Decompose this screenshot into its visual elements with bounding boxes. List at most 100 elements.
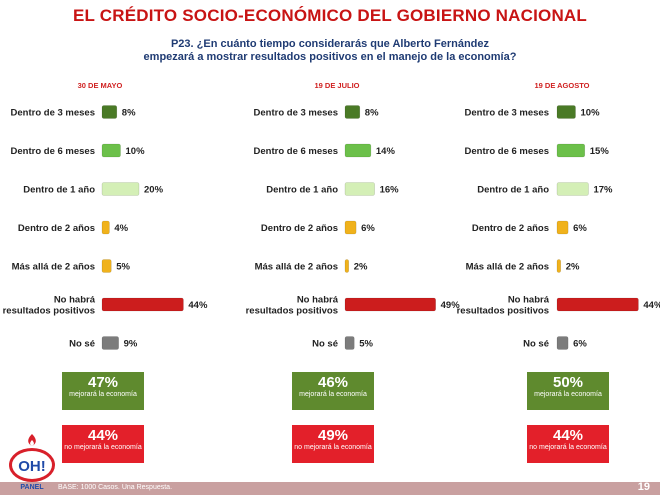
data-label: 6% (361, 223, 375, 234)
data-label: 8% (365, 108, 379, 119)
category-label: Dentro de 3 meses (254, 108, 338, 119)
summary-positive-label: mejorará la economía (534, 391, 602, 398)
summary-positive-august: 50% mejorará la economía (527, 372, 609, 410)
category-label: resultados positivos (246, 306, 338, 317)
bar (344, 297, 436, 312)
category-label: Dentro de 6 meses (11, 146, 95, 157)
data-label: 9% (124, 339, 138, 350)
summary-negative-pct: 44% (552, 427, 584, 444)
category-label: Más allá de 2 años (466, 262, 549, 273)
summary-positive-pct: 46% (317, 374, 349, 391)
summary-negative-july: 49% no mejorará la economía (292, 425, 374, 463)
data-label: 20% (144, 185, 164, 196)
category-label: Más allá de 2 años (255, 262, 338, 273)
data-label: 8% (122, 108, 136, 119)
category-label: resultados positivos (3, 306, 95, 317)
bar (344, 105, 361, 119)
logo-flame-inner-icon (30, 440, 34, 446)
data-label: 10% (581, 108, 601, 119)
period-header-may: 30 DE MAYO (77, 81, 123, 90)
category-label: Dentro de 1 año (23, 185, 95, 196)
bar (556, 297, 639, 312)
data-label: 17% (593, 185, 613, 196)
data-label: 2% (354, 262, 368, 273)
category-label: Dentro de 6 meses (254, 146, 338, 157)
summary-positive-july: 46% mejorará la economía (292, 372, 374, 410)
summary-positive-pct: 50% (552, 374, 584, 391)
category-label: Dentro de 1 año (266, 185, 338, 196)
bar (344, 220, 357, 235)
category-label: Dentro de 2 años (472, 223, 549, 234)
data-label: 6% (573, 339, 587, 350)
footer-base-text: BASE: 1000 Casos. Una Respuesta. (58, 484, 173, 491)
bar (101, 182, 140, 196)
bar (344, 259, 350, 273)
page-title: EL CRÉDITO SOCIO-ECONÓMICO DEL GOBIERNO … (73, 6, 587, 25)
data-label: 44% (188, 300, 208, 311)
bar (101, 259, 112, 273)
category-label: No sé (523, 339, 549, 350)
category-label: Dentro de 2 años (18, 223, 95, 234)
bar (101, 143, 121, 158)
summary-negative-label: no mejorará la economía (529, 444, 607, 451)
bar (344, 336, 355, 350)
category-label: Más allá de 2 años (12, 262, 95, 273)
summary-positive-may: 47% mejorará la economía (62, 372, 144, 410)
category-label: Dentro de 3 meses (465, 108, 549, 119)
data-label: 5% (116, 262, 130, 273)
bar (556, 336, 569, 350)
question-text: P23. ¿En cuánto tiempo considerarás que … (0, 38, 660, 64)
data-label: 2% (566, 262, 580, 273)
category-label: Dentro de 3 meses (11, 108, 95, 119)
category-label: No habrá (297, 295, 339, 306)
summary-negative-label: no mejorará la economía (294, 444, 372, 451)
summary-negative-pct: 44% (87, 427, 119, 444)
logo-sub-text: PANEL (20, 484, 44, 491)
question-line-1: P23. ¿En cuánto tiempo considerarás que … (170, 38, 490, 50)
summary-negative-august: 44% no mejorará la economía (527, 425, 609, 463)
category-label: No sé (69, 339, 95, 350)
bar (556, 220, 569, 235)
logo-badge-inner-icon (12, 451, 52, 479)
summary-positive-pct: 47% (87, 374, 119, 391)
category-label: No sé (312, 339, 338, 350)
logo-main-text: OH! (18, 458, 46, 475)
category-label: Dentro de 2 años (261, 223, 338, 234)
footer-bar (0, 482, 660, 495)
question-line-2: empezará a mostrar resultados positivos … (143, 51, 517, 63)
data-label: 16% (380, 185, 400, 196)
data-label: 44% (643, 300, 660, 311)
bar (101, 105, 118, 119)
category-label: resultados positivos (457, 306, 549, 317)
bar (344, 143, 372, 158)
summary-positive-label: mejorará la economía (299, 391, 367, 398)
page-number: 19 (637, 481, 650, 493)
oh-panel-logo: OH! PANEL (9, 434, 55, 491)
summary-negative-label: no mejorará la economía (64, 444, 142, 451)
bar (556, 182, 589, 196)
summary-positive-label: mejorará la economía (69, 391, 137, 398)
summary-negative-pct: 49% (317, 427, 349, 444)
data-label: 49% (441, 300, 461, 311)
bar (556, 143, 586, 158)
bar (101, 297, 184, 312)
summary-negative-may: 44% no mejorará la economía (62, 425, 144, 463)
bar (101, 336, 119, 350)
data-label: 5% (359, 339, 373, 350)
data-label: 4% (114, 223, 128, 234)
data-label: 15% (590, 146, 610, 157)
bar (101, 220, 110, 235)
data-label: 6% (573, 223, 587, 234)
bar (556, 259, 562, 273)
data-label: 10% (126, 146, 146, 157)
category-label: Dentro de 6 meses (465, 146, 549, 157)
bar (344, 182, 375, 196)
data-label: 14% (376, 146, 396, 157)
category-label: No habrá (508, 295, 550, 306)
period-header-august: 19 DE AGOSTO (534, 81, 590, 90)
category-label: No habrá (54, 295, 96, 306)
bar (556, 105, 576, 119)
period-header-july: 19 DE JULIO (314, 81, 360, 90)
category-label: Dentro de 1 año (477, 185, 549, 196)
